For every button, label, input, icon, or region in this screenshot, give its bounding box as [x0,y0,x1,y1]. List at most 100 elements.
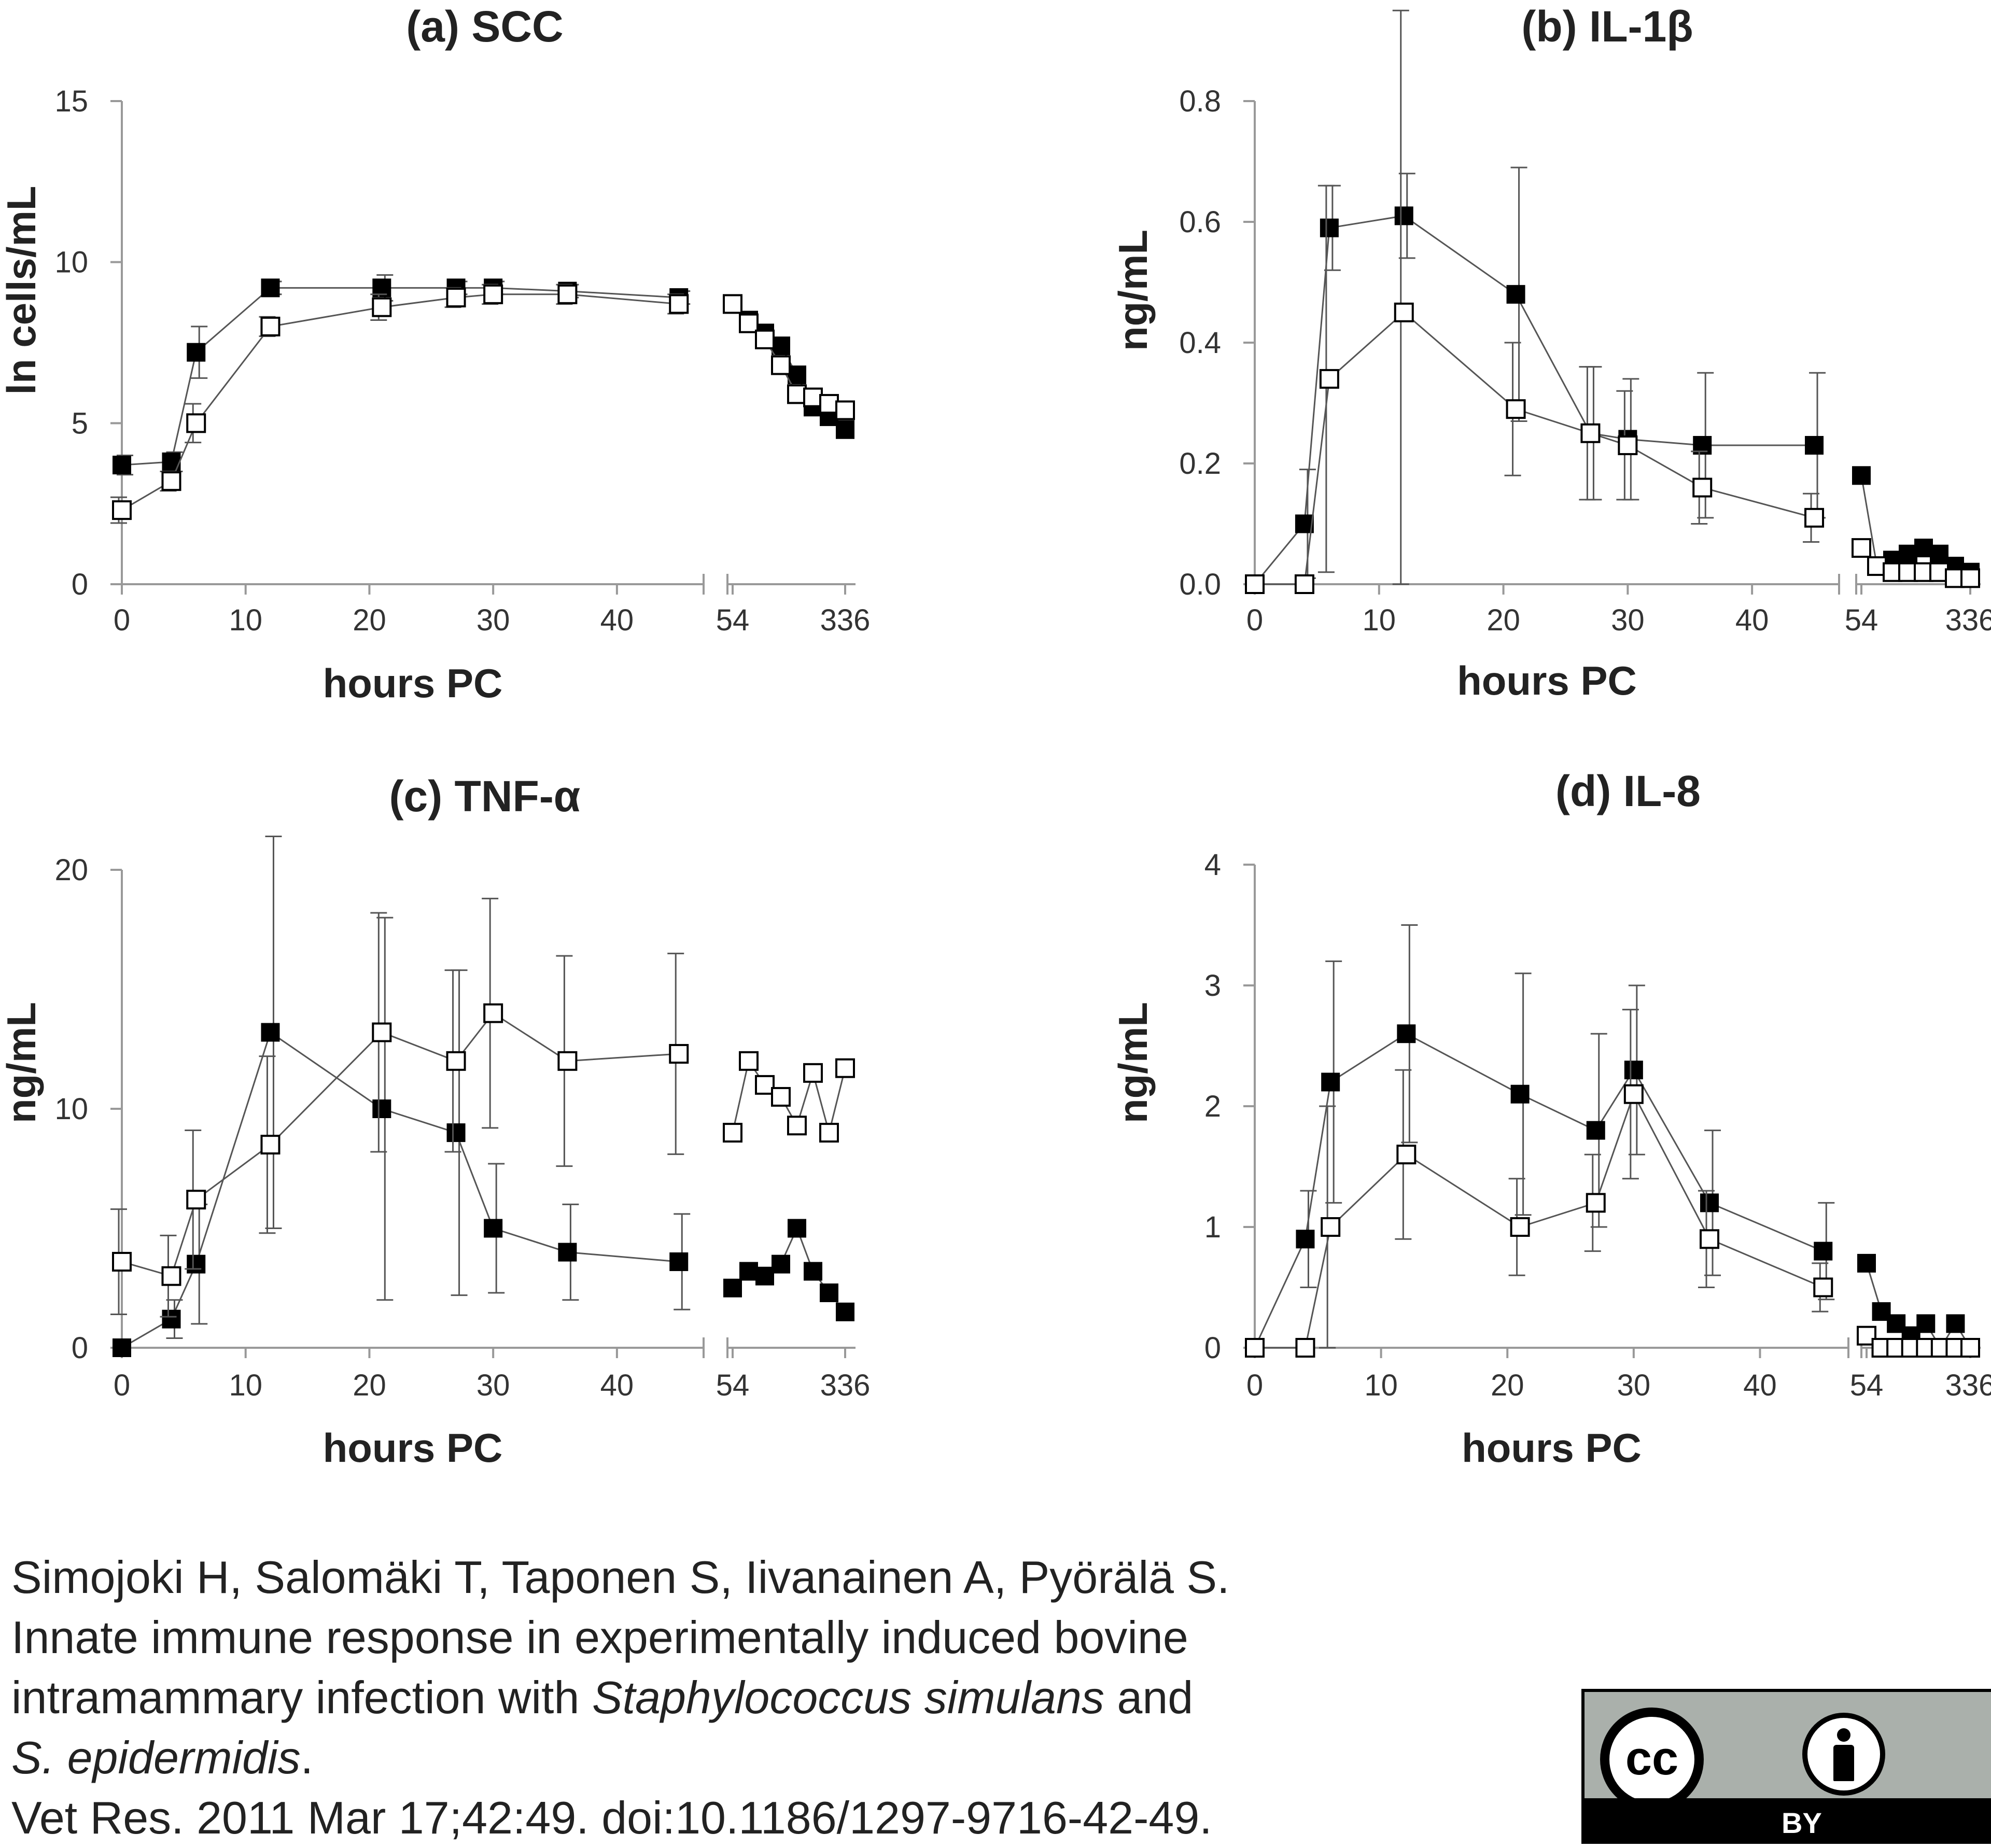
data-point [1852,538,1871,558]
y-tick-label: 15 [54,84,88,118]
chart-title: (a) SCC [406,2,563,51]
data-point [1852,466,1871,485]
chart-title: (d) IL-8 [1555,767,1701,815]
data-point [723,1123,742,1143]
cc-by-license-badge[interactable]: cc BY [1581,1689,1991,1844]
citation: Simojoki H, Salomäki T, Taponen S, Iivan… [11,1547,1411,1848]
x-tick-label: 0 [1246,603,1263,637]
citation-authors: Simojoki H, Salomäki T, Taponen S, Iivan… [11,1551,1230,1603]
data-point [187,1254,206,1274]
data-point [669,1252,689,1272]
y-axis-label: ng/mL [1110,230,1156,351]
data-point [1586,1193,1606,1213]
x-tick-label: 0 [114,1369,130,1402]
citation-title-1: Innate immune response in experimentally… [11,1612,1188,1663]
series-line [1255,311,1815,585]
data-point [1960,568,1980,588]
y-tick-label: 0.8 [1179,84,1221,118]
citation-title-3: S. epidermidis. [11,1732,314,1783]
x-tick-label: 40 [1735,603,1769,637]
data-point [260,1135,281,1155]
x-tick-label: 40 [1743,1369,1777,1402]
y-tick-label: 0.6 [1179,205,1221,239]
data-point [723,294,742,314]
chart-title: (b) IL-1β [1521,2,1693,51]
y-tick-label: 1 [1204,1210,1221,1244]
data-point [787,384,807,404]
x-axis-label: hours PC [1457,658,1637,703]
data-point [1321,1073,1340,1092]
data-point [771,1087,791,1107]
data-point [113,456,131,475]
attribution-person-icon [1802,1713,1885,1796]
data-point [261,278,280,298]
x-tick-label: 20 [353,1369,386,1402]
data-point [755,1266,774,1286]
data-point [446,1051,466,1071]
data-point [1506,399,1526,419]
data-point [372,1099,391,1118]
series-open [1245,1009,1980,1358]
data-point [1296,1230,1315,1249]
x-tick-label: 30 [1611,603,1645,637]
y-tick-label: 0 [72,568,88,601]
x-tick-label: 40 [600,1369,634,1402]
data-point [819,1123,839,1143]
y-tick-label: 0.2 [1179,447,1221,481]
data-point [557,1051,578,1071]
series-filled [1245,924,1980,1357]
x-tick-label: 10 [229,603,262,637]
x-tick-label: 10 [1364,1369,1398,1402]
data-point [557,284,578,304]
data-point [260,316,281,336]
x-tick-label: 10 [1363,603,1396,637]
series-filled [1245,166,1980,594]
y-tick-label: 10 [54,1092,88,1126]
data-point [446,1123,466,1142]
citation-journal: Vet Res. 2011 Mar 17;42:49. doi:10.1186/… [11,1792,1212,1843]
y-tick-label: 0 [1204,1331,1221,1365]
data-point [1294,574,1314,594]
y-tick-label: 0.0 [1179,568,1221,601]
data-point [669,294,689,314]
data-point [803,387,823,407]
data-point [161,1266,181,1286]
data-point [161,471,181,491]
data-point [1320,218,1339,237]
data-point [1804,507,1825,528]
data-point [1506,285,1525,304]
series-open [110,284,855,524]
x-axis-label: hours PC [323,660,503,706]
data-point [1914,539,1933,558]
data-point [1960,1338,1980,1358]
data-point [187,343,206,362]
data-point [739,1051,759,1071]
x-tick-label: 40 [600,603,634,637]
data-point [788,365,806,385]
chart-title: (c) TNF-α [389,772,581,821]
cc-icon: cc [1600,1708,1704,1811]
x-axis-label: hours PC [1462,1425,1642,1471]
data-point [836,420,854,439]
y-axis-label: ng/mL [0,1002,44,1123]
chart-panel-2: (b) IL-1β ng/mL hours PC 0.0 0.2 0.4 0.6 0.8 0 10… [1110,2,1991,703]
y-tick-label: 0.4 [1179,326,1221,360]
chart-panel-1: (a) SCC ln cells/mL hours PC 0 5 10 15 0 10 20 30 4… [0,2,870,706]
data-point [186,413,206,433]
data-point [1930,544,1948,563]
data-point [669,1043,689,1064]
x-tick-label: 54 [716,1369,750,1402]
y-tick-label: 5 [72,406,88,440]
data-point [112,500,132,520]
data-point [787,1116,807,1136]
data-point [1394,302,1414,322]
x-tick-label: 0 [114,603,130,637]
data-point [1857,1253,1876,1273]
data-point [1396,1145,1417,1165]
data-point [1245,1338,1265,1358]
data-point [739,313,759,333]
x-tick-label: 30 [1617,1369,1651,1402]
data-point [483,1003,503,1023]
series-line [1254,1033,1824,1348]
